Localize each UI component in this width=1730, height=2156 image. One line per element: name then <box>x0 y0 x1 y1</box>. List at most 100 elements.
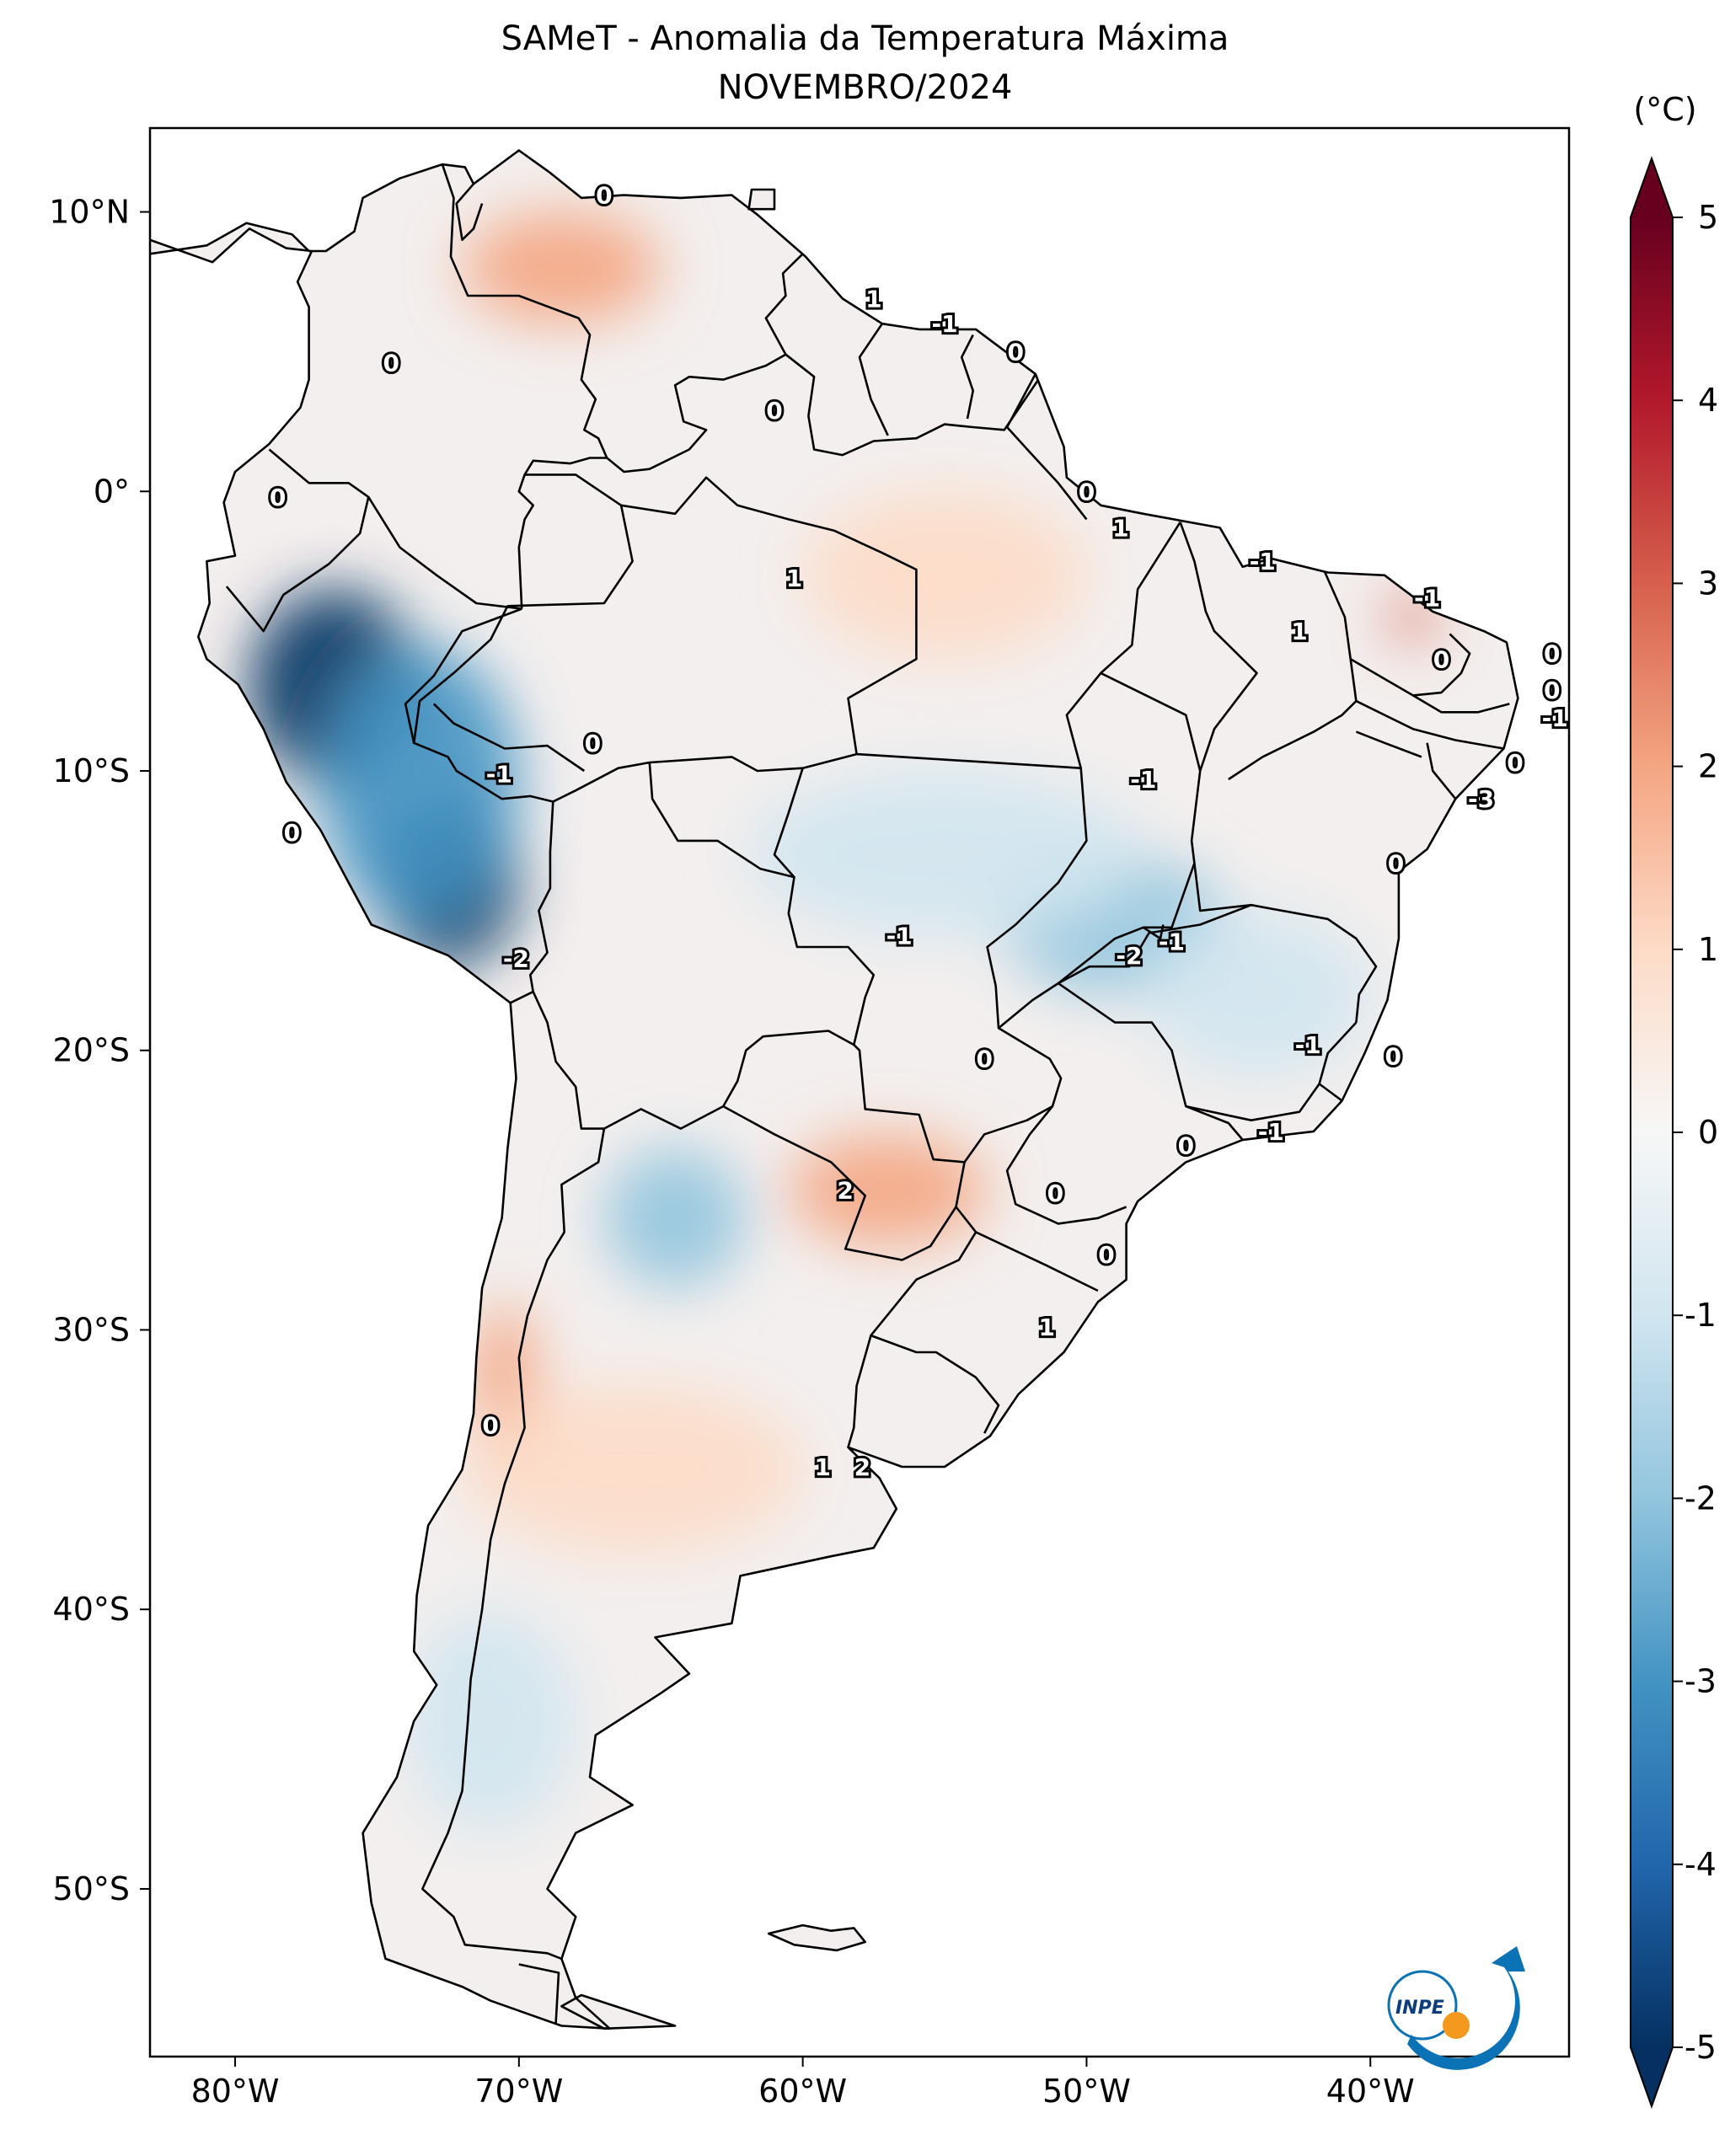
longitude-axis: 80°W 70°W 60°W 50°W 40°W <box>191 2057 1415 2110</box>
boundary-line <box>441 163 608 609</box>
boundary-line <box>975 1231 1099 1292</box>
anomaly-area <box>603 1148 747 1288</box>
island-outline <box>560 1993 677 2030</box>
lon-tick-label: 40°W <box>1326 2073 1415 2110</box>
boundary-line <box>960 334 974 420</box>
contour-label: 0 <box>1507 749 1523 777</box>
anomaly-area <box>320 645 519 925</box>
colorbar-unit-label: (°C) <box>1633 91 1696 128</box>
contour-label: 1 <box>1112 514 1128 542</box>
contour-label: -1 <box>886 923 913 950</box>
contour-label: -1 <box>1258 1118 1284 1146</box>
logo-arrow-icon <box>1407 1946 1525 2070</box>
coastline <box>150 149 1519 2030</box>
boundary-line <box>722 1044 966 1261</box>
lat-tick-label: 10°S <box>53 752 130 789</box>
anomaly-area <box>462 211 661 324</box>
colorbar: (°C) 5 4 3 2 1 0 -1 -2 -3 -4 -5 <box>1630 91 1718 2109</box>
lat-tick-label: 30°S <box>53 1311 130 1348</box>
colorbar-tick-label: -5 <box>1684 2029 1717 2066</box>
boundary-line <box>1426 742 1457 800</box>
colorbar-tick-label: -4 <box>1684 1846 1717 1883</box>
boundary-line <box>1186 1083 1343 1121</box>
land-fill <box>150 150 1518 2029</box>
boundary-line <box>1193 863 1378 1023</box>
country-state-boundaries <box>150 149 1519 2030</box>
contour-label: 1 <box>814 1453 830 1481</box>
colorbar-tick-label: -2 <box>1684 1479 1717 1517</box>
boundary-line <box>455 183 484 241</box>
contour-label: -1 <box>1542 704 1568 732</box>
logo-sun-icon <box>1443 2012 1470 2039</box>
lon-tick-label: 60°W <box>758 2073 847 2110</box>
boundary-line <box>1355 699 1504 750</box>
colorbar-tick-label: 0 <box>1698 1114 1718 1151</box>
contour-label: -1 <box>931 310 957 338</box>
island-outline <box>767 1923 866 1952</box>
lat-tick-label: 10°N <box>49 194 130 231</box>
contour-label: 0 <box>596 182 612 210</box>
boundary-line <box>858 323 889 436</box>
boundary-line <box>524 473 918 773</box>
boundary-line <box>412 505 634 743</box>
anomaly-area <box>405 1609 576 1833</box>
boundary-line <box>1005 373 1088 521</box>
contour-label: -2 <box>1116 942 1142 970</box>
contour-label: -1 <box>1130 766 1156 794</box>
boundary-line <box>518 1963 560 2024</box>
map-frame <box>148 126 1571 2058</box>
contour-label: -1 <box>1295 1031 1321 1059</box>
island-outline <box>747 188 776 211</box>
boundary-line <box>998 982 1244 1141</box>
chart-title: SAMeT - Anomalia da Temperatura Máxima <box>501 19 1229 58</box>
contour-label: 0 <box>284 819 300 847</box>
contour-label: -1 <box>1159 928 1185 955</box>
boundary-line <box>225 496 370 633</box>
lon-tick-label: 50°W <box>1042 2073 1131 2110</box>
contour-label: -1 <box>486 760 512 788</box>
inpe-logo: INPE <box>1387 1946 1525 2070</box>
boundary-line <box>1412 694 1510 714</box>
contour-label: 1 <box>865 285 881 313</box>
boundary-line <box>773 768 804 878</box>
anomaly-area <box>802 491 1087 660</box>
contour-label: 0 <box>585 730 601 757</box>
anomaly-area <box>788 1134 988 1246</box>
boundary-line <box>404 607 554 1004</box>
lat-tick-label: 40°S <box>53 1591 130 1628</box>
lon-tick-label: 80°W <box>191 2073 280 2110</box>
contour-label: 0 <box>1433 645 1449 673</box>
contour-label: 0 <box>766 397 782 425</box>
contour-label: 0 <box>1544 677 1560 704</box>
anomaly-area <box>1143 910 1371 1078</box>
anomaly-area <box>462 1385 803 1554</box>
contour-label: 1 <box>1039 1313 1055 1341</box>
colorbar-tick-label: 5 <box>1698 199 1718 236</box>
contour-label: -1 <box>1414 584 1440 612</box>
contour-label: 0 <box>1178 1132 1194 1160</box>
contour-label: 0 <box>1385 1042 1401 1070</box>
contour-label: 0 <box>1007 338 1023 366</box>
boundary-line <box>856 752 1088 1164</box>
contour-label: -1 <box>1250 548 1276 575</box>
boundary-line <box>1005 1105 1127 1225</box>
contour-label: 1 <box>786 564 802 592</box>
boundary-line <box>1179 522 1258 772</box>
lat-tick-label: 50°S <box>53 1870 130 1907</box>
contour-label: 0 <box>482 1411 498 1439</box>
logo-text: INPE <box>1395 1998 1444 2019</box>
colorbar-tick-label: 2 <box>1698 748 1718 785</box>
boundary-line <box>1355 730 1422 758</box>
boundary-line <box>1143 924 1165 940</box>
contour-label: -3 <box>1468 785 1494 813</box>
contour-label: 0 <box>383 350 399 377</box>
boundary-line <box>1350 633 1471 697</box>
contour-label: 0 <box>1544 640 1560 668</box>
boundary-line <box>785 353 1040 457</box>
contour-label: 2 <box>854 1453 870 1481</box>
boundary-line <box>268 448 522 610</box>
boundary-line <box>1058 903 1252 985</box>
